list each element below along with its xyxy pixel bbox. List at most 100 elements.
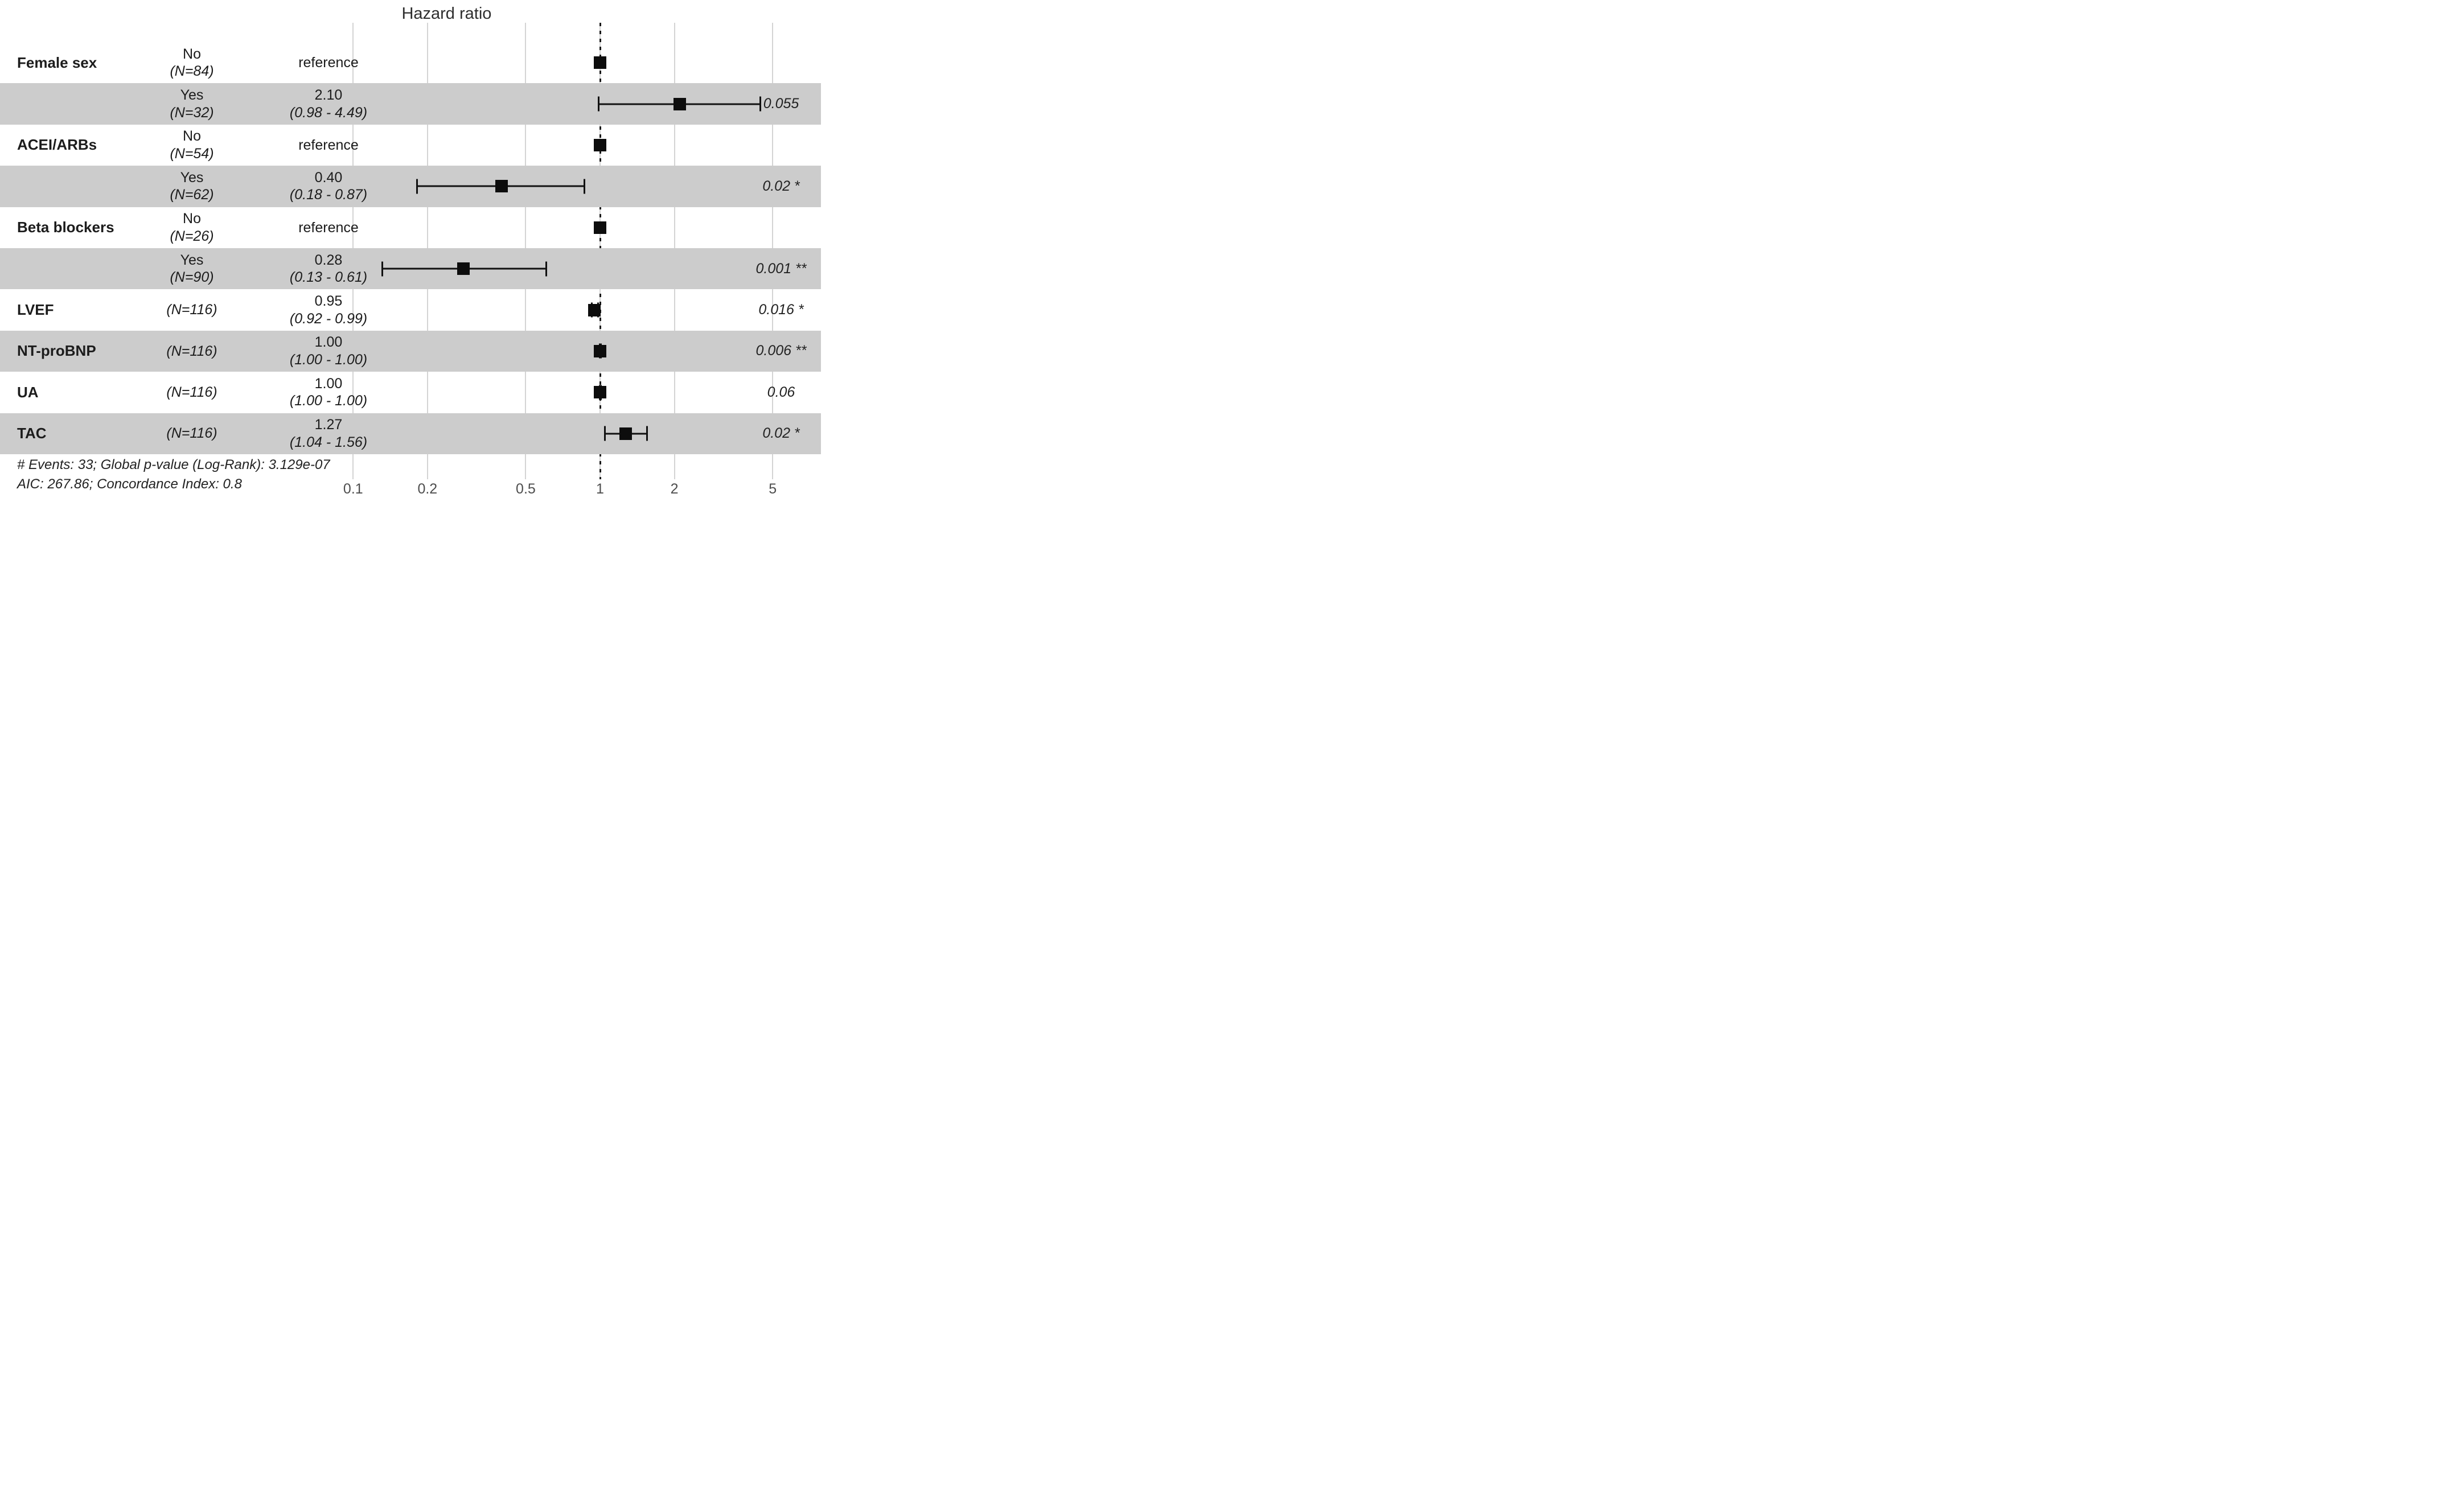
- estimate-value: 0.28: [314, 252, 343, 268]
- n-label: (N=32): [170, 104, 214, 121]
- p-value: 0.02 *: [762, 425, 800, 442]
- estimate-value: reference: [298, 219, 359, 236]
- estimate-cell: 0.95 (0.92 - 0.99): [290, 289, 367, 330]
- variable-label: Female sex: [17, 54, 97, 71]
- estimate-cell: reference: [298, 125, 359, 166]
- forest-plot: Hazard ratio Female sex No (N=84) referen…: [0, 0, 821, 497]
- hr-marker: [457, 262, 470, 275]
- level-label: Yes: [180, 87, 204, 104]
- n-label: (N=62): [170, 187, 214, 203]
- confidence-interval: (1.00 - 1.00): [289, 351, 368, 368]
- x-axis-tick-label: 0.5: [516, 481, 536, 497]
- level-label: Yes: [180, 252, 204, 268]
- estimate-value: 1.27: [314, 417, 343, 433]
- ci-cap-left: [381, 261, 383, 277]
- table-row: ACEI/ARBs No (N=54) reference: [0, 125, 821, 166]
- aic-concordance-note: AIC: 267.86; Concordance Index: 0.8: [17, 476, 242, 492]
- n-label: (N=116): [166, 425, 217, 442]
- hr-marker: [594, 386, 606, 399]
- n-label: (N=116): [166, 343, 217, 359]
- estimate-cell: reference: [298, 42, 359, 83]
- estimate-cell: 1.00 (1.00 - 1.00): [290, 331, 367, 372]
- ci-cap-left: [416, 179, 418, 194]
- table-row: Female sex No (N=84) reference: [0, 42, 821, 83]
- table-row: TAC (N=116) 1.27 (1.04 - 1.56) 0.02 *: [0, 413, 821, 454]
- x-axis-tick-label: 5: [769, 481, 777, 497]
- confidence-interval: (1.00 - 1.00): [289, 393, 368, 409]
- level-cell: (N=116): [166, 331, 217, 372]
- variable-label: LVEF: [17, 301, 54, 319]
- estimate-value: reference: [298, 137, 359, 153]
- hr-marker: [619, 427, 633, 440]
- confidence-interval: (0.92 - 0.99): [289, 310, 368, 327]
- level-cell: No (N=54): [170, 125, 213, 166]
- variable-label: NT-proBNP: [17, 342, 96, 360]
- hr-marker: [594, 344, 606, 357]
- x-axis-tick-label: 1: [596, 481, 604, 497]
- p-value: 0.055: [763, 96, 799, 112]
- variable-label: ACEI/ARBs: [17, 136, 97, 154]
- chart-title: Hazard ratio: [401, 5, 492, 23]
- variable-label: Beta blockers: [17, 219, 114, 236]
- ci-cap-right: [646, 426, 648, 441]
- p-value: 0.016 *: [758, 302, 804, 318]
- level-cell: No (N=26): [170, 207, 213, 248]
- table-rows: Female sex No (N=84) reference Yes (N=32) …: [0, 42, 821, 454]
- estimate-value: 2.10: [314, 87, 343, 104]
- level-label: No: [183, 211, 201, 227]
- estimate-value: reference: [298, 54, 359, 71]
- p-value: 0.006 **: [755, 343, 807, 359]
- n-label: (N=84): [170, 63, 214, 80]
- p-value: 0.02 *: [762, 178, 800, 194]
- estimate-value: 0.95: [314, 293, 343, 310]
- level-label: No: [183, 46, 201, 62]
- hr-marker: [594, 138, 606, 151]
- x-axis-tick-label: 0.1: [343, 481, 363, 497]
- ci-cap-left: [604, 426, 606, 441]
- variable-label: UA: [17, 383, 39, 401]
- table-row: LVEF (N=116) 0.95 (0.92 - 0.99) 0.016 *: [0, 289, 821, 330]
- n-label: (N=90): [170, 269, 214, 286]
- variable-label: TAC: [17, 425, 47, 442]
- hr-marker: [673, 97, 686, 110]
- confidence-interval: (0.98 - 4.49): [289, 104, 368, 121]
- table-row: UA (N=116) 1.00 (1.00 - 1.00) 0.06: [0, 372, 821, 413]
- n-label: (N=116): [166, 384, 217, 401]
- n-label: (N=116): [166, 302, 217, 318]
- table-row: Yes (N=90) 0.28 (0.13 - 0.61) 0.001 **: [0, 248, 821, 290]
- x-axis-tick-label: 0.2: [417, 481, 438, 497]
- ci-cap-left: [598, 96, 600, 112]
- level-cell: Yes (N=90): [170, 248, 213, 289]
- ci-cap-right: [583, 179, 585, 194]
- hr-marker: [594, 56, 606, 69]
- table-row: Yes (N=62) 0.40 (0.18 - 0.87) 0.02 *: [0, 166, 821, 207]
- estimate-cell: 0.28 (0.13 - 0.61): [290, 248, 367, 289]
- ci-cap-right: [545, 261, 547, 277]
- level-cell: Yes (N=62): [170, 166, 213, 207]
- estimate-cell: reference: [298, 207, 359, 248]
- level-cell: (N=116): [166, 372, 217, 413]
- n-label: (N=26): [170, 228, 214, 244]
- level-cell: (N=116): [166, 413, 217, 454]
- p-value: 0.001 **: [755, 260, 807, 277]
- confidence-interval: (1.04 - 1.56): [289, 434, 368, 450]
- table-row: NT-proBNP (N=116) 1.00 (1.00 - 1.00) 0.00…: [0, 330, 821, 372]
- n-label: (N=54): [170, 145, 214, 162]
- level-cell: (N=116): [166, 289, 217, 330]
- confidence-interval: (0.18 - 0.87): [289, 187, 368, 203]
- events-global-pvalue-note: # Events: 33; Global p-value (Log-Rank):…: [17, 457, 330, 472]
- ci-cap-right: [759, 96, 761, 112]
- level-cell: No (N=84): [170, 42, 213, 83]
- estimate-value: 1.00: [314, 375, 343, 392]
- hr-marker: [588, 303, 601, 316]
- level-label: Yes: [180, 169, 204, 186]
- x-axis-tick-label: 2: [670, 481, 679, 497]
- estimate-value: 1.00: [314, 334, 343, 351]
- level-cell: Yes (N=32): [170, 83, 213, 124]
- confidence-interval: (0.13 - 0.61): [289, 269, 368, 286]
- hr-marker: [495, 180, 508, 193]
- estimate-cell: 0.40 (0.18 - 0.87): [290, 166, 367, 207]
- level-label: No: [183, 128, 201, 145]
- estimate-value: 0.40: [314, 169, 343, 186]
- estimate-cell: 1.27 (1.04 - 1.56): [290, 413, 367, 454]
